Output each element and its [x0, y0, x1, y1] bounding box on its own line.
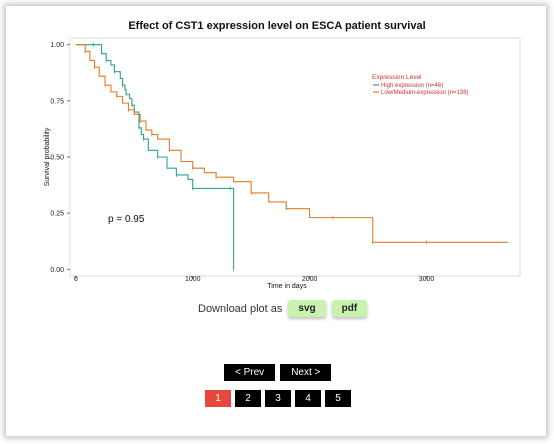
chart-series	[75, 42, 509, 272]
next-button[interactable]: Next >	[280, 364, 332, 381]
y-tick-label: 1.00	[50, 42, 64, 49]
x-tick-label: 2000	[302, 276, 318, 283]
page-button-2[interactable]: 2	[235, 390, 261, 407]
survival-curve-2	[75, 44, 509, 243]
page-button-1[interactable]: 1	[205, 390, 231, 407]
download-bar: Download plot as svg pdf	[198, 300, 368, 317]
y-tick-label: 0.00	[50, 267, 64, 274]
y-axis-label: Survival probability	[44, 127, 51, 186]
prev-button[interactable]: < Prev	[224, 364, 276, 381]
survival-chart: 0.00 0.25 0.50 0.75 1.00 0 1000 2000 3000 Expres…	[44, 37, 521, 290]
pager-nav: < Prev Next >	[224, 364, 332, 381]
p-value-annotation: p = 0.95	[108, 214, 145, 225]
legend-entry: High expression (n=46)	[381, 83, 443, 89]
page-button-3[interactable]: 3	[265, 390, 291, 407]
download-svg-button[interactable]: svg	[288, 300, 326, 317]
plot-area	[69, 37, 521, 277]
y-tick-label: 0.25	[50, 211, 64, 218]
survival-curve-1	[75, 44, 235, 270]
page-list: 1 2 3 4 5	[205, 390, 351, 407]
chart-axes: 0.00 0.25 0.50 0.75 1.00 0 1000 2000 3000	[50, 37, 521, 283]
chart-title: Effect of CST1 expression level on ESCA …	[128, 20, 426, 32]
x-axis-label: Time in days	[267, 283, 307, 290]
download-label: Download plot as	[198, 302, 283, 315]
content-frame	[6, 6, 546, 436]
x-tick-label: 1000	[185, 276, 201, 283]
download-pdf-button[interactable]: pdf	[331, 300, 368, 317]
y-tick-label: 0.50	[50, 155, 64, 162]
page-button-4[interactable]: 4	[295, 390, 321, 407]
x-tick-label: 0	[74, 276, 78, 283]
legend-title: Expression Level	[372, 74, 422, 81]
x-tick-label: 3000	[419, 276, 435, 283]
page-button-5[interactable]: 5	[325, 390, 351, 407]
chart-legend: Expression Level High expression (n=46)Lo…	[372, 74, 469, 96]
legend-entry: Low/Medium-expression (n=138)	[381, 90, 469, 96]
y-tick-label: 0.75	[50, 98, 64, 105]
